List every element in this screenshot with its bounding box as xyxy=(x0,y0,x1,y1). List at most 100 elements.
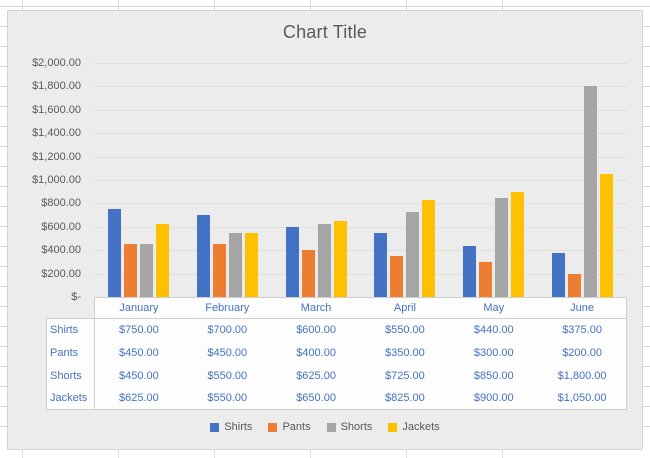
legend-key-icon xyxy=(210,422,220,432)
table-column-header-june: June xyxy=(538,297,627,319)
table-cell-shirts-june: $375.00 xyxy=(538,319,627,342)
table-cell-jackets-march: $650.00 xyxy=(271,387,361,410)
chart-legend[interactable]: Shirts Pants Shorts Jackets xyxy=(8,415,642,439)
bar-jackets-february[interactable] xyxy=(244,232,258,297)
bar-shorts-may[interactable] xyxy=(495,197,509,297)
y-axis-tick-label: $1,400.00 xyxy=(32,127,81,140)
bar-shirts-january[interactable] xyxy=(107,209,121,297)
bar-shorts-january[interactable] xyxy=(139,244,153,297)
bar-shorts-april[interactable] xyxy=(406,212,420,297)
table-cell-pants-january: $450.00 xyxy=(94,341,183,365)
gridline xyxy=(94,273,627,275)
table-cell-pants-may: $300.00 xyxy=(449,341,539,365)
table-cell-jackets-january: $625.00 xyxy=(94,387,183,410)
bar-pants-june[interactable] xyxy=(568,273,582,297)
table-row-header-shorts: Shorts xyxy=(46,364,94,388)
bar-pants-january[interactable] xyxy=(123,244,137,297)
bar-shirts-may[interactable] xyxy=(463,245,477,297)
y-axis-tick-label: $200.00 xyxy=(41,267,81,280)
chart-data-table[interactable]: January February March April May June Shirts $7… xyxy=(46,297,627,410)
bar-pants-april[interactable] xyxy=(390,256,404,297)
bar-jackets-april[interactable] xyxy=(422,200,436,297)
bar-group-june xyxy=(538,63,627,297)
bar-shirts-april[interactable] xyxy=(374,232,388,297)
table-column-header-may: May xyxy=(449,297,539,319)
table-cell-shorts-may: $850.00 xyxy=(449,364,539,388)
bar-shirts-june[interactable] xyxy=(552,253,566,297)
table-cell-shirts-february: $700.00 xyxy=(182,319,272,342)
gridline xyxy=(94,133,627,135)
table-cell-jackets-february: $550.00 xyxy=(182,387,272,410)
chart-title[interactable]: Chart Title xyxy=(282,22,368,42)
bar-shirts-february[interactable] xyxy=(196,215,210,297)
table-cell-shirts-may: $440.00 xyxy=(449,319,539,342)
gridline xyxy=(94,203,627,205)
legend-item-jackets[interactable]: Jackets xyxy=(388,421,440,433)
legend-key-icon xyxy=(388,422,398,432)
y-axis-tick-label: $600.00 xyxy=(41,220,81,233)
table-cell-jackets-may: $900.00 xyxy=(449,387,539,410)
bar-shorts-june[interactable] xyxy=(584,86,598,297)
y-axis-tick-label: $- xyxy=(71,291,81,303)
table-row-header-jackets: Jackets xyxy=(46,387,94,410)
bar-jackets-may[interactable] xyxy=(511,191,525,297)
gridline xyxy=(94,226,627,228)
gridline xyxy=(94,250,627,252)
y-axis-tick-label: $1,800.00 xyxy=(32,80,81,93)
y-axis-tick-label: $1,000.00 xyxy=(32,174,81,186)
bar-pants-may[interactable] xyxy=(479,261,493,297)
gridline xyxy=(94,86,627,88)
table-cell-shorts-january: $450.00 xyxy=(94,364,183,388)
legend-label: Shirts xyxy=(224,421,253,433)
table-cell-shorts-march: $625.00 xyxy=(271,364,361,388)
table-cell-jackets-june: $1,050.00 xyxy=(538,387,627,410)
table-cell-pants-february: $450.00 xyxy=(182,341,272,365)
table-cell-pants-march: $400.00 xyxy=(271,341,361,365)
bar-jackets-june[interactable] xyxy=(600,174,614,297)
bar-group-may xyxy=(449,63,538,297)
bar-shirts-march[interactable] xyxy=(285,226,299,297)
table-corner-cell xyxy=(46,297,94,319)
bar-shorts-march[interactable] xyxy=(317,223,331,297)
legend-label: Pants xyxy=(282,421,311,433)
gridline xyxy=(94,63,627,64)
gridline xyxy=(94,109,627,111)
legend-label: Jackets xyxy=(402,421,440,433)
table-cell-shorts-april: $725.00 xyxy=(360,364,450,388)
table-cell-shirts-january: $750.00 xyxy=(94,319,183,342)
gridline xyxy=(94,180,627,181)
bar-group-april xyxy=(361,63,450,297)
chart-object[interactable]: Chart Title $- $200.00 $400.00 $600.00 $800.… xyxy=(7,10,643,450)
bar-pants-february[interactable] xyxy=(212,244,226,297)
table-column-header-april: April xyxy=(360,297,450,319)
legend-key-icon xyxy=(268,422,278,432)
table-cell-shirts-april: $550.00 xyxy=(360,319,450,342)
legend-item-pants[interactable]: Pants xyxy=(268,421,311,433)
table-cell-pants-june: $200.00 xyxy=(538,341,627,365)
bar-jackets-march[interactable] xyxy=(333,220,347,297)
y-axis-tick-label: $400.00 xyxy=(41,244,81,257)
table-column-header-february: February xyxy=(182,297,272,319)
y-axis-tick-label: $1,600.00 xyxy=(32,103,81,116)
bar-group-march xyxy=(272,63,361,297)
table-cell-pants-april: $350.00 xyxy=(360,341,450,365)
legend-item-shorts[interactable]: Shorts xyxy=(326,421,372,433)
table-cell-shorts-june: $1,800.00 xyxy=(538,364,627,388)
y-axis-tick-label: $800.00 xyxy=(41,197,81,210)
bar-jackets-january[interactable] xyxy=(155,223,169,297)
table-column-header-march: March xyxy=(271,297,361,319)
table-cell-shorts-february: $550.00 xyxy=(182,364,272,388)
bar-group-february xyxy=(183,63,272,297)
legend-item-shirts[interactable]: Shirts xyxy=(210,421,252,433)
bar-shorts-february[interactable] xyxy=(228,232,242,297)
legend-key-icon xyxy=(326,422,336,432)
gridline xyxy=(94,156,627,158)
y-axis-tick-label: $2,000.00 xyxy=(32,57,81,69)
table-row-header-shirts: Shirts xyxy=(46,319,94,342)
table-row-header-pants: Pants xyxy=(46,341,94,365)
bar-pants-march[interactable] xyxy=(301,250,315,297)
table-cell-jackets-april: $825.00 xyxy=(360,387,450,410)
bar-group-january xyxy=(94,63,183,297)
